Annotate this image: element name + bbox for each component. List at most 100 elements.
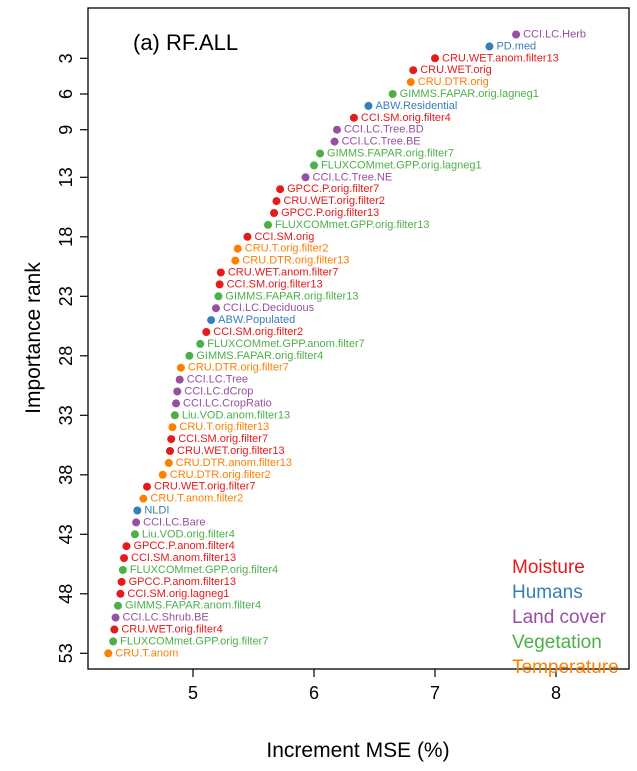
point-label: CRU.WET.orig — [420, 64, 492, 76]
point-label: CCI.SM.orig.filter4 — [361, 112, 451, 124]
data-point — [409, 66, 418, 75]
point-label: FLUXCOMmet.GPP.orig.filter13 — [275, 219, 429, 231]
legend: Moisture Humans Land cover Vegetation Temper… — [512, 557, 619, 678]
data-point — [164, 458, 173, 467]
data-points: CCI.LC.HerbPD.medCRU.WET.anom.filter13CR… — [104, 29, 586, 659]
point-label: CRU.WET.orig.filter7 — [154, 481, 255, 493]
y-tick-label: 13 — [56, 167, 76, 187]
data-point — [316, 149, 325, 158]
point-label: CCI.LC.CropRatio — [183, 397, 272, 409]
point-label: GIMMS.FAPAR.orig.filter13 — [225, 290, 358, 302]
data-point — [170, 411, 179, 420]
point-label: GIMMS.FAPAR.orig.filter7 — [327, 148, 454, 160]
data-point — [512, 30, 521, 39]
data-point — [175, 375, 184, 384]
panel-title: (a) RF.ALL — [133, 30, 238, 55]
x-tick-label: 5 — [188, 683, 198, 703]
data-point — [243, 232, 252, 241]
data-point — [207, 316, 216, 325]
legend-entry: Vegetation — [512, 632, 602, 653]
point-label: CCI.SM.anom.filter13 — [131, 552, 236, 564]
data-point — [109, 637, 118, 646]
data-point — [133, 506, 142, 515]
point-label: Liu.VOD.anom.filter13 — [182, 409, 290, 421]
x-tick-label: 7 — [430, 683, 440, 703]
data-point — [349, 113, 358, 122]
point-label: CRU.WET.orig.filter2 — [283, 195, 384, 207]
data-point — [276, 185, 285, 194]
point-label: FLUXCOMmet.GPP.orig.filter7 — [120, 635, 268, 647]
y-tick-label: 43 — [56, 524, 76, 544]
data-point — [388, 90, 397, 98]
data-point — [158, 470, 167, 479]
point-label: CCI.SM.orig.filter2 — [213, 326, 303, 338]
legend-entry: Land cover — [512, 607, 607, 628]
data-point — [270, 209, 279, 217]
x-axis: 5 6 7 8 — [188, 669, 561, 703]
data-point — [364, 101, 373, 110]
point-label: CCI.LC.dCrop — [184, 386, 253, 398]
y-tick-label: 48 — [56, 584, 76, 604]
point-label: CRU.T.anom.filter2 — [150, 493, 243, 505]
point-label: CRU.DTR.anom.filter13 — [176, 457, 292, 469]
data-point — [310, 161, 318, 170]
point-label: CRU.DTR.orig.filter2 — [170, 469, 271, 481]
x-tick-label: 8 — [551, 683, 561, 703]
point-label: PD.med — [496, 40, 536, 52]
point-label: CRU.DTR.orig — [418, 76, 489, 88]
data-point — [172, 399, 181, 408]
point-label: CCI.LC.Bare — [143, 516, 205, 528]
point-label: GIMMS.FAPAR.orig.lagneg1 — [400, 88, 539, 100]
data-point — [332, 125, 341, 134]
point-label: CCI.SM.orig.lagneg1 — [127, 588, 229, 600]
data-point — [143, 482, 152, 491]
data-point — [196, 339, 205, 348]
x-axis-title: Increment MSE (%) — [266, 739, 449, 762]
data-point — [173, 387, 182, 396]
data-point — [211, 304, 220, 313]
y-tick-label: 18 — [56, 227, 76, 247]
y-tick-label: 9 — [56, 125, 76, 135]
point-label: CRU.WET.anom.filter7 — [228, 267, 339, 279]
legend-entry: Temperature — [512, 657, 619, 678]
data-point — [272, 197, 281, 206]
point-label: CRU.WET.anom.filter13 — [442, 52, 559, 64]
data-point — [431, 54, 439, 63]
data-point — [176, 363, 185, 372]
point-label: CCI.SM.orig.filter13 — [227, 278, 323, 290]
y-tick-label: 38 — [56, 465, 76, 485]
point-label: Liu.VOD.orig.filter4 — [142, 528, 235, 540]
point-label: CRU.WET.orig.filter13 — [177, 445, 285, 457]
data-point — [118, 566, 127, 574]
data-point — [130, 530, 139, 539]
data-point — [185, 351, 194, 360]
point-label: GIMMS.FAPAR.anom.filter4 — [125, 600, 261, 612]
point-label: CRU.T.orig.filter13 — [179, 421, 269, 433]
data-point — [216, 268, 225, 277]
data-point — [214, 292, 223, 301]
data-point — [215, 280, 224, 289]
point-label: ABW.Residential — [375, 100, 457, 112]
point-label: GPCC.P.orig.filter7 — [287, 183, 379, 195]
data-point — [117, 577, 126, 586]
y-tick-label: 23 — [56, 286, 76, 306]
data-point — [264, 220, 273, 229]
data-point — [166, 447, 175, 455]
point-label: GPCC.P.anom.filter4 — [133, 540, 234, 552]
point-label: ABW.Populated — [218, 314, 295, 326]
plot-area-frame — [87, 7, 630, 670]
data-point — [167, 435, 176, 444]
point-label: GPCC.P.anom.filter13 — [129, 576, 236, 588]
data-point — [111, 613, 120, 622]
data-point — [110, 625, 119, 634]
legend-entry: Humans — [512, 582, 583, 603]
y-tick-label: 28 — [56, 346, 76, 366]
data-point — [122, 542, 131, 551]
point-label: CCI.LC.Deciduous — [223, 302, 315, 314]
point-label: CCI.LC.Tree.BE — [342, 136, 421, 148]
point-label: CRU.T.orig.filter2 — [245, 243, 329, 255]
data-point — [202, 328, 211, 336]
data-point — [406, 78, 415, 87]
y-tick-label: 6 — [56, 89, 76, 99]
